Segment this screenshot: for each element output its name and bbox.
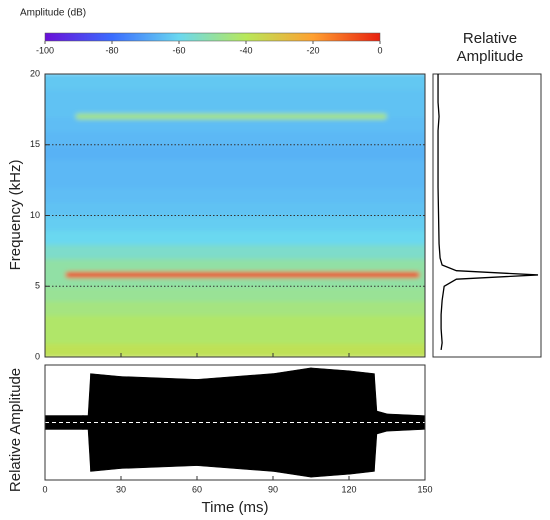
heatmap-band: [45, 285, 425, 302]
tone-band: [75, 113, 388, 120]
heatmap-band: [45, 171, 425, 189]
colorbar: [44, 32, 381, 42]
heatmap-band: [45, 74, 425, 90]
x-tick-label: 90: [268, 484, 278, 494]
colorbar-title: Amplitude (dB): [20, 8, 86, 19]
spectrum-line: [437, 74, 539, 351]
heatmap-band: [45, 299, 425, 316]
side-title: Relative Amplitude: [456, 30, 524, 65]
colorbar-tick-label: -80: [105, 45, 118, 55]
colorbar-tick-label: -20: [306, 45, 319, 55]
tone-band: [65, 271, 420, 278]
waveform-segment: [44, 415, 84, 430]
y-tick-label: 10: [30, 210, 40, 220]
y-tick-label: 20: [30, 68, 40, 78]
colorbar-tick-label: -60: [172, 45, 185, 55]
heatmap-band: [45, 327, 425, 344]
x-tick-label: 60: [192, 484, 202, 494]
x-tick-label: 30: [116, 484, 126, 494]
heatmap-band: [45, 143, 425, 161]
colorbar-tick-label: -100: [36, 45, 54, 55]
heatmap-band: [45, 186, 425, 203]
y-axis-label: Frequency (kHz): [7, 160, 24, 271]
heatmap-band: [45, 87, 425, 104]
y-tick-label: 0: [35, 351, 40, 361]
x-axis-label: Time (ms): [202, 499, 269, 516]
heatmap-band: [45, 214, 425, 231]
x-tick-label: 0: [42, 484, 47, 494]
heatmap-band: [45, 200, 425, 217]
y-tick-label: 5: [35, 281, 40, 291]
heatmap-band: [45, 341, 425, 357]
waveform-segment: [310, 367, 350, 478]
heatmap-band: [45, 256, 425, 274]
colorbar-tick-label: -40: [239, 45, 252, 55]
y-axis-label: Relative Amplitude: [7, 368, 24, 492]
x-tick-label: 150: [417, 484, 432, 494]
heatmap-band: [45, 157, 425, 175]
heatmap-band: [45, 242, 425, 260]
plot-frame: [432, 73, 542, 358]
heatmap-band: [45, 228, 425, 245]
plot-frame: [44, 364, 426, 481]
heatmap-band: [45, 313, 425, 330]
heatmap-band: [45, 129, 425, 146]
y-tick-label: 15: [30, 139, 40, 149]
colorbar-tick-label: 0: [377, 45, 382, 55]
x-tick-label: 120: [341, 484, 356, 494]
